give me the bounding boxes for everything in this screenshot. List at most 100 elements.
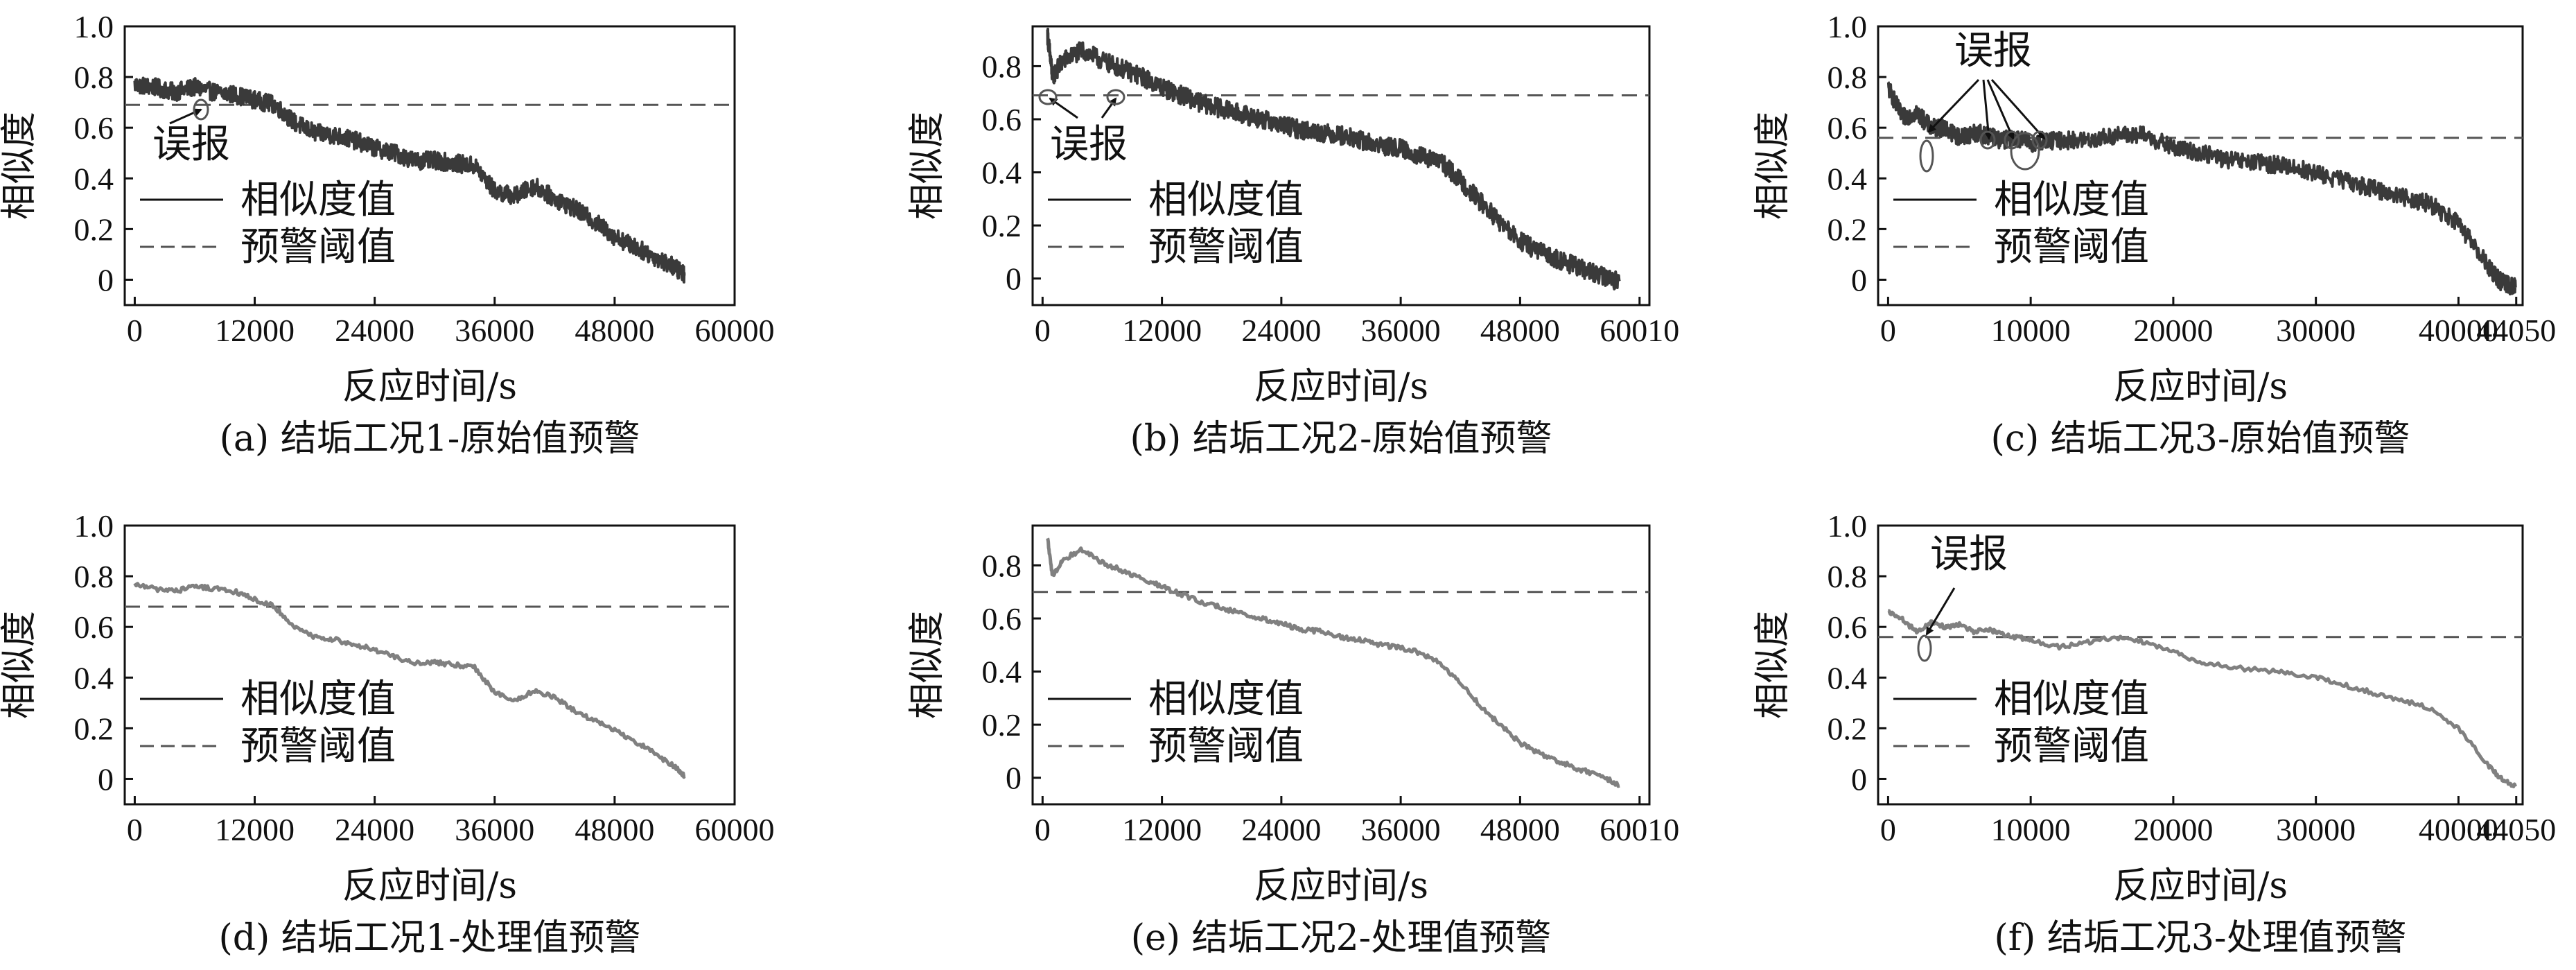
x-tick-label: 60000 bbox=[695, 313, 775, 348]
legend-label-threshold: 预警阈值 bbox=[240, 225, 396, 270]
chart-panel-d: 0 12000 24000 36000 48000 60000 0 0.2 0.4 0.6 0.8 1… bbox=[0, 508, 775, 959]
series-line-1 bbox=[1886, 80, 2517, 296]
legend-label-threshold: 预警阈值 bbox=[1148, 225, 1304, 270]
false-alarm-marker bbox=[1919, 139, 1934, 173]
x-tick-label: 60010 bbox=[1600, 812, 1679, 847]
y-tick-label: 0.2 bbox=[74, 711, 114, 746]
false-alarm-label: 误报 bbox=[1930, 532, 2008, 577]
chart-panel-e: 0 12000 24000 36000 48000 60010 0 0.2 0.4 0.6 0.8 相… bbox=[906, 524, 1679, 959]
y-tick-label: 0.2 bbox=[74, 211, 114, 247]
y-tick-label: 1.0 bbox=[1828, 508, 1868, 544]
false-alarm-arrow bbox=[1925, 587, 1956, 636]
plot-frame bbox=[123, 25, 736, 306]
x-tick-label: 0 bbox=[1035, 812, 1051, 847]
y-tick-label: 0.2 bbox=[1828, 211, 1868, 247]
x-axis-label: 反应时间/s bbox=[342, 366, 517, 408]
y-tick-label: 0.2 bbox=[982, 208, 1022, 243]
x-tick-label: 12000 bbox=[1122, 812, 1202, 847]
false-alarm-marker bbox=[1979, 130, 1996, 150]
panel-caption: (f) 结垢工况3-处理值预警 bbox=[1994, 917, 2406, 959]
y-axis-label: 相似度 bbox=[906, 112, 948, 220]
x-axis-label: 反应时间/s bbox=[2113, 366, 2288, 408]
x-tick-label: 12000 bbox=[215, 812, 295, 847]
legend-label-threshold: 预警阈值 bbox=[1148, 724, 1304, 769]
plot-frame bbox=[1877, 25, 2524, 306]
x-tick-label: 10000 bbox=[1991, 812, 2071, 847]
panel-caption: (a) 结垢工况1-原始值预警 bbox=[220, 418, 640, 460]
false-alarm-marker bbox=[2010, 132, 2040, 171]
x-tick-label: 30000 bbox=[2276, 313, 2356, 348]
false-alarm-arrow bbox=[1990, 79, 2046, 140]
y-tick-label: 0.8 bbox=[74, 60, 114, 95]
y-tick-label: 0.4 bbox=[74, 660, 114, 695]
x-tick-label: 12000 bbox=[1122, 313, 1202, 348]
y-axis-label: 相似度 bbox=[0, 611, 40, 719]
x-axis-label: 反应时间/s bbox=[1254, 865, 1428, 907]
legend-label-similarity: 相似度值 bbox=[1994, 177, 2149, 223]
x-tick-label: 44050 bbox=[2476, 812, 2556, 847]
y-axis-label: 相似度 bbox=[906, 611, 948, 719]
legend-label-threshold: 预警阈值 bbox=[1994, 225, 2149, 270]
y-tick-label: 0 bbox=[98, 761, 114, 797]
x-tick-label: 20000 bbox=[2133, 313, 2213, 348]
x-tick-label: 24000 bbox=[335, 812, 414, 847]
y-tick-label: 0.8 bbox=[74, 559, 114, 594]
x-axis-label: 反应时间/s bbox=[342, 865, 517, 907]
legend-label-similarity: 相似度值 bbox=[240, 677, 396, 722]
false-alarm-marker bbox=[1917, 634, 1932, 662]
y-tick-label: 0 bbox=[1006, 761, 1022, 796]
chart-panel-b: 0 12000 24000 36000 48000 60010 0 0.2 0.4 0.6 0.8 相… bbox=[906, 25, 1679, 460]
x-tick-label: 24000 bbox=[1241, 313, 1321, 348]
series-line-1 bbox=[1046, 27, 1621, 291]
y-axis-label: 相似度 bbox=[0, 112, 40, 220]
legend-label-similarity: 相似度值 bbox=[1994, 677, 2149, 722]
x-tick-label: 36000 bbox=[1361, 812, 1441, 847]
false-alarm-arrow bbox=[1982, 79, 1993, 140]
x-tick-label: 36000 bbox=[455, 313, 534, 348]
x-tick-label: 48000 bbox=[575, 812, 654, 847]
x-axis-label: 反应时间/s bbox=[2113, 865, 2288, 907]
y-tick-label: 1.0 bbox=[74, 9, 114, 44]
y-tick-label: 0 bbox=[1851, 761, 1867, 797]
false-alarm-marker bbox=[1038, 89, 1058, 105]
false-alarm-arrow bbox=[1986, 79, 2015, 140]
panel-caption: (b) 结垢工况2-原始值预警 bbox=[1130, 418, 1552, 460]
y-tick-label: 0 bbox=[1006, 261, 1022, 297]
x-tick-label: 30000 bbox=[2276, 812, 2356, 847]
series-line-1 bbox=[1887, 609, 2517, 788]
x-tick-label: 36000 bbox=[455, 812, 534, 847]
y-tick-label: 0.6 bbox=[1828, 609, 1868, 645]
legend-label-similarity: 相似度值 bbox=[240, 177, 396, 223]
false-alarm-label: 误报 bbox=[1050, 122, 1128, 167]
x-tick-label: 0 bbox=[127, 313, 143, 348]
y-tick-label: 0.6 bbox=[74, 609, 114, 645]
x-tick-label: 48000 bbox=[575, 313, 654, 348]
y-tick-label: 0.4 bbox=[982, 155, 1022, 191]
x-tick-label: 20000 bbox=[2133, 812, 2213, 847]
x-tick-label: 48000 bbox=[1480, 812, 1560, 847]
y-tick-label: 0.4 bbox=[1828, 161, 1868, 196]
x-tick-label: 24000 bbox=[1241, 812, 1321, 847]
legend-label-similarity: 相似度值 bbox=[1148, 677, 1304, 722]
plot-frame bbox=[1031, 524, 1651, 806]
false-alarm-marker bbox=[1106, 89, 1125, 105]
x-tick-label: 36000 bbox=[1361, 313, 1441, 348]
y-tick-label: 0.6 bbox=[982, 102, 1022, 137]
y-axis-label: 相似度 bbox=[1752, 112, 1794, 220]
y-tick-label: 0 bbox=[98, 262, 114, 297]
series-line-1 bbox=[133, 76, 686, 284]
x-tick-label: 10000 bbox=[1991, 313, 2071, 348]
x-tick-label: 12000 bbox=[215, 313, 295, 348]
x-tick-label: 48000 bbox=[1480, 313, 1560, 348]
x-tick-label: 0 bbox=[1880, 812, 1896, 847]
legend-label-threshold: 预警阈值 bbox=[1994, 724, 2149, 769]
false-alarm-label: 误报 bbox=[152, 122, 230, 167]
y-axis-label: 相似度 bbox=[1752, 611, 1794, 719]
y-tick-label: 0.4 bbox=[982, 655, 1022, 690]
plot-frame bbox=[123, 524, 736, 806]
y-tick-label: 0.8 bbox=[982, 548, 1022, 583]
x-tick-label: 24000 bbox=[335, 313, 414, 348]
